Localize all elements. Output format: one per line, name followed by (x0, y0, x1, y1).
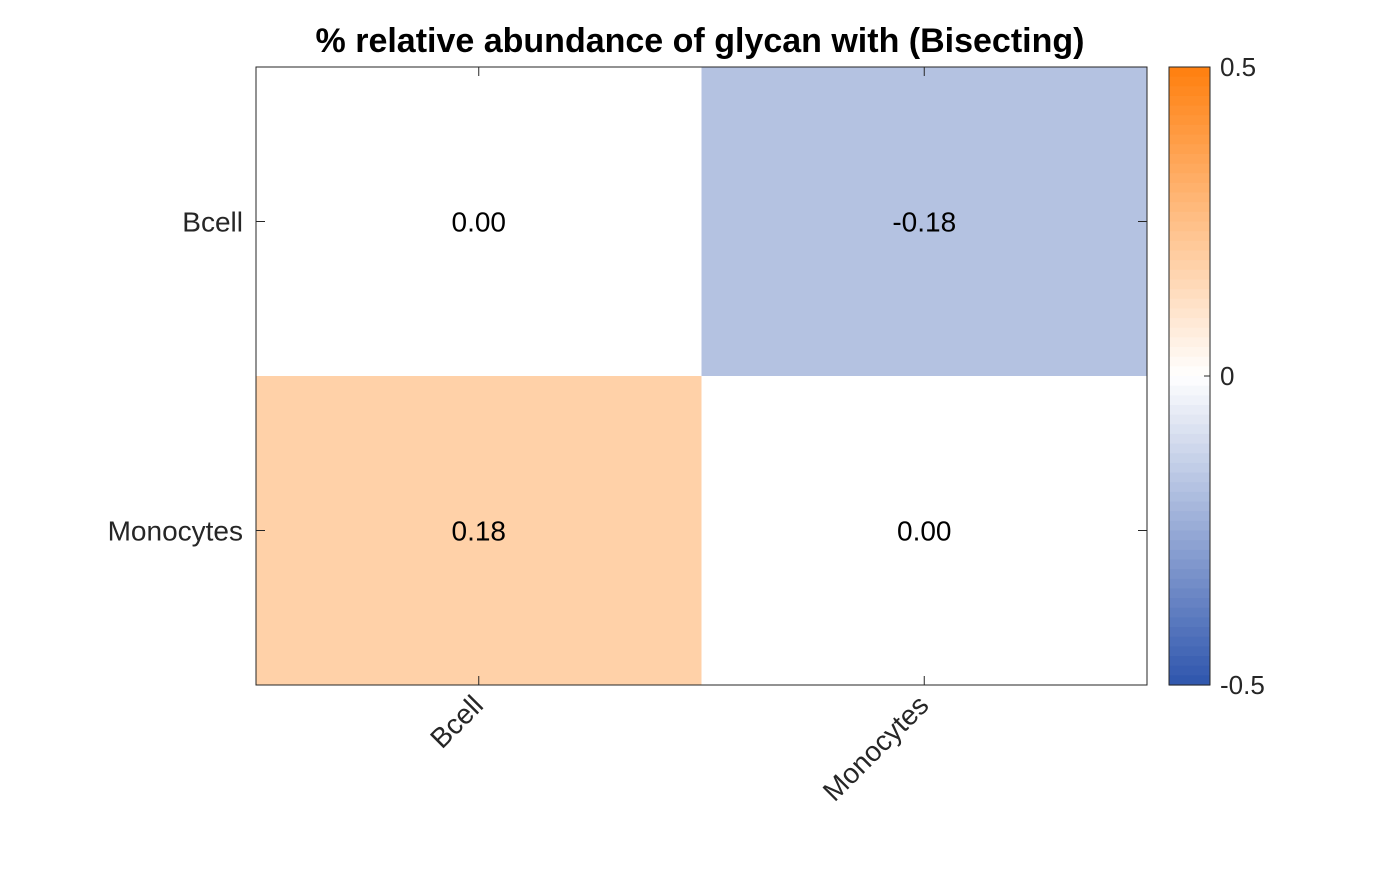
x-tick-label: Bcell (424, 689, 489, 754)
colorbar-segment (1169, 366, 1210, 377)
cell-value-label: 0.18 (452, 516, 507, 547)
colorbar-segment (1169, 646, 1210, 657)
colorbar-segment (1169, 636, 1210, 647)
cell-value-label: 0.00 (452, 207, 507, 238)
colorbar-segment (1169, 376, 1210, 387)
y-tick-label: Bcell (182, 207, 243, 238)
heatmap-cell (701, 67, 1148, 377)
colorbar-segment (1169, 385, 1210, 396)
heatmap-cell (701, 376, 1148, 686)
colorbar-segment (1169, 501, 1210, 512)
colorbar-segment (1169, 308, 1210, 319)
colorbar-segment (1169, 260, 1210, 271)
colorbar-segment (1169, 530, 1210, 541)
colorbar-segment (1169, 675, 1210, 686)
colorbar-segment (1169, 627, 1210, 638)
colorbar-segment (1169, 192, 1210, 203)
chart-title: % relative abundance of glycan with (Bis… (316, 22, 1085, 60)
colorbar-segment (1169, 404, 1210, 416)
colorbar-segment (1169, 569, 1210, 580)
colorbar-segment (1169, 337, 1210, 348)
x-tick-label: Monocytes (817, 689, 935, 807)
colorbar-segment (1169, 318, 1210, 329)
colorbar-segment (1169, 462, 1210, 474)
colorbar-segment (1169, 424, 1210, 435)
colorbar-segment (1169, 549, 1210, 561)
y-tick-label: Monocytes (108, 516, 243, 547)
colorbar-tick-label: -0.5 (1220, 670, 1265, 700)
colorbar-segment (1169, 607, 1210, 619)
colorbar-segment (1169, 221, 1210, 232)
colorbar-segment (1169, 182, 1210, 194)
colorbar-segment (1169, 67, 1210, 78)
colorbar-segment (1169, 491, 1210, 503)
heatmap-cell (256, 376, 702, 686)
colorbar-segment (1169, 250, 1210, 261)
colorbar-segment (1169, 443, 1210, 454)
cell-value-label: 0.00 (897, 516, 952, 547)
colorbar-segment (1169, 163, 1210, 174)
colorbar-segment (1169, 540, 1210, 551)
colorbar-segment (1169, 656, 1210, 667)
colorbar-segment (1169, 588, 1210, 599)
colorbar-segment (1169, 153, 1210, 165)
colorbar-segment (1169, 202, 1210, 213)
heatmap-cell (256, 67, 702, 377)
colorbar-segment (1169, 665, 1210, 676)
colorbar-segment (1169, 134, 1210, 145)
colorbar-segment (1169, 395, 1210, 406)
colorbar-segment (1169, 240, 1210, 252)
colorbar-segment (1169, 327, 1210, 338)
colorbar-segment (1169, 472, 1210, 483)
heatmap-cells: 0.00 -0.18 0.18 0.00 (256, 67, 1148, 686)
colorbar-segment (1169, 298, 1210, 310)
colorbar-segment (1169, 173, 1210, 184)
colorbar-segment (1169, 86, 1210, 97)
colorbar-tick-label: 0 (1220, 361, 1234, 391)
colorbar-segment (1169, 453, 1210, 464)
cell-value-label: -0.18 (892, 207, 956, 238)
colorbar-segment (1169, 433, 1210, 445)
colorbar: 0.5 0 -0.5 (1168, 52, 1265, 700)
colorbar-segment (1169, 211, 1210, 223)
colorbar-segment (1169, 115, 1210, 126)
colorbar-segment (1169, 279, 1210, 290)
colorbar-segment (1169, 520, 1210, 532)
colorbar-segment (1169, 76, 1210, 87)
colorbar-segment (1169, 144, 1210, 155)
colorbar-segment (1169, 414, 1210, 425)
colorbar-segment (1169, 482, 1210, 493)
colorbar-tick-label: 0.5 (1220, 52, 1256, 82)
plot-frame (255, 66, 1148, 686)
colorbar-segment (1169, 598, 1210, 609)
colorbar-segment (1169, 105, 1210, 116)
colorbar-segment (1169, 578, 1210, 590)
colorbar-segment (1169, 511, 1210, 522)
colorbar-segment (1169, 559, 1210, 570)
colorbar-segment (1169, 356, 1210, 367)
colorbar-segment (1169, 289, 1210, 300)
colorbar-segment (1169, 231, 1210, 242)
colorbar-segment (1169, 269, 1210, 281)
colorbar-segment (1169, 124, 1210, 136)
colorbar-segment (1169, 95, 1210, 107)
colorbar-segment (1169, 347, 1210, 358)
colorbar-segment (1169, 617, 1210, 628)
